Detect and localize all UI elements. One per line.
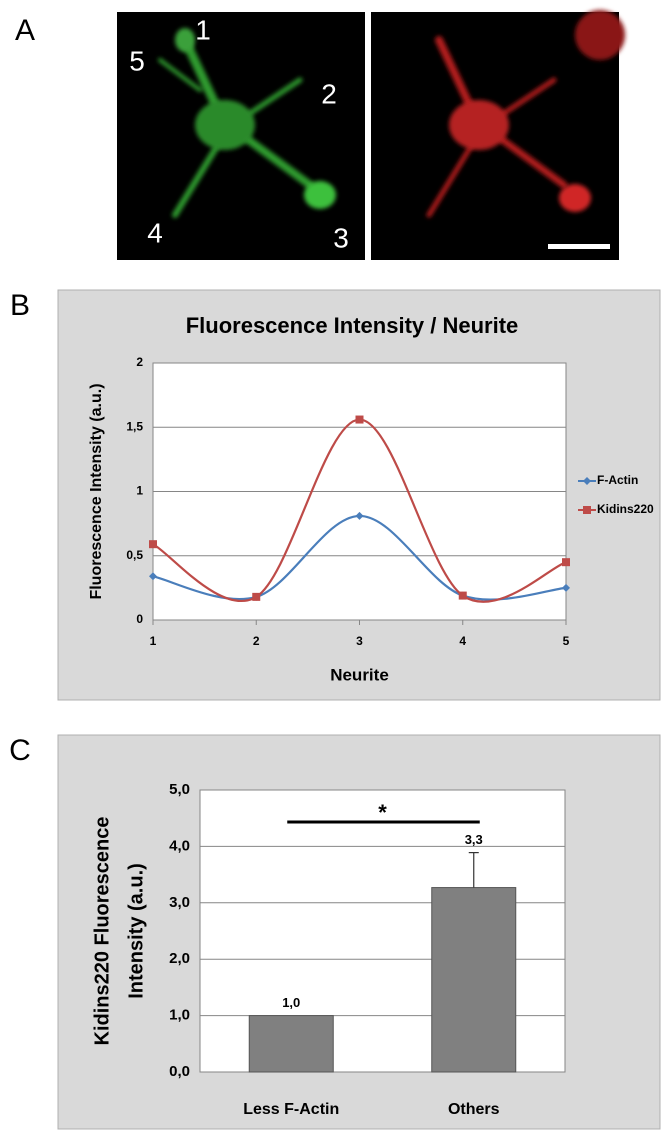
micrograph-red xyxy=(371,10,625,260)
y-tick-label: 2,0 xyxy=(169,950,190,967)
y-tick-label: 0 xyxy=(136,612,143,626)
bar xyxy=(431,887,517,1073)
legend-marker xyxy=(583,477,591,485)
micrograph-green xyxy=(117,12,365,260)
y-tick-label: 0,0 xyxy=(169,1063,190,1080)
x-tick-label: Others xyxy=(448,1101,500,1118)
chart-title: Fluorescence Intensity / Neurite xyxy=(186,313,519,338)
x-axis-label: Neurite xyxy=(330,665,389,684)
x-tick-label: Less F-Actin xyxy=(243,1101,339,1118)
y-tick-label: 1,5 xyxy=(126,419,143,433)
marker xyxy=(149,540,157,549)
y-tick-label: 4,0 xyxy=(169,837,190,854)
x-tick-label: 4 xyxy=(459,634,466,648)
value-label: 3,3 xyxy=(465,832,483,847)
panel-label: A xyxy=(15,14,35,47)
x-tick-label: 2 xyxy=(253,634,260,648)
x-tick-label: 1 xyxy=(150,634,157,648)
y-tick-label: 3,0 xyxy=(169,894,190,911)
neurite-label: 3 xyxy=(333,222,349,253)
legend-label: F-Actin xyxy=(597,473,638,487)
marker xyxy=(355,415,364,424)
marker xyxy=(355,511,364,520)
panel-label: C xyxy=(9,734,31,767)
x-tick-label: 3 xyxy=(356,634,363,648)
y-axis-label: Kidins220 Fluorescence xyxy=(91,817,113,1046)
x-tick-label: 5 xyxy=(563,634,570,648)
y-tick-label: 1,0 xyxy=(169,1007,190,1024)
y-axis-label: Fluorescence Intensity (a.u.) xyxy=(88,383,105,599)
neurite-label: 5 xyxy=(129,45,145,76)
panel-label: B xyxy=(10,289,30,322)
y-tick-label: 0,5 xyxy=(126,548,143,562)
marker xyxy=(149,572,157,581)
value-label: 1,0 xyxy=(282,995,300,1010)
neurite-label: 4 xyxy=(147,217,163,248)
marker xyxy=(562,583,570,592)
y-tick-label: 2 xyxy=(136,355,143,369)
neurite-label: 2 xyxy=(321,78,337,109)
significance-star: * xyxy=(378,800,387,825)
y-tick-label: 5,0 xyxy=(169,781,190,798)
neurite-label: 1 xyxy=(195,14,211,45)
marker xyxy=(562,558,570,567)
bar xyxy=(248,1015,334,1073)
y-axis-label: Intensity (a.u.) xyxy=(125,863,147,999)
marker xyxy=(252,592,261,601)
marker xyxy=(458,591,467,600)
legend-label: Kidins220 xyxy=(597,502,654,516)
legend-marker xyxy=(583,506,591,514)
y-tick-label: 1 xyxy=(136,484,143,498)
